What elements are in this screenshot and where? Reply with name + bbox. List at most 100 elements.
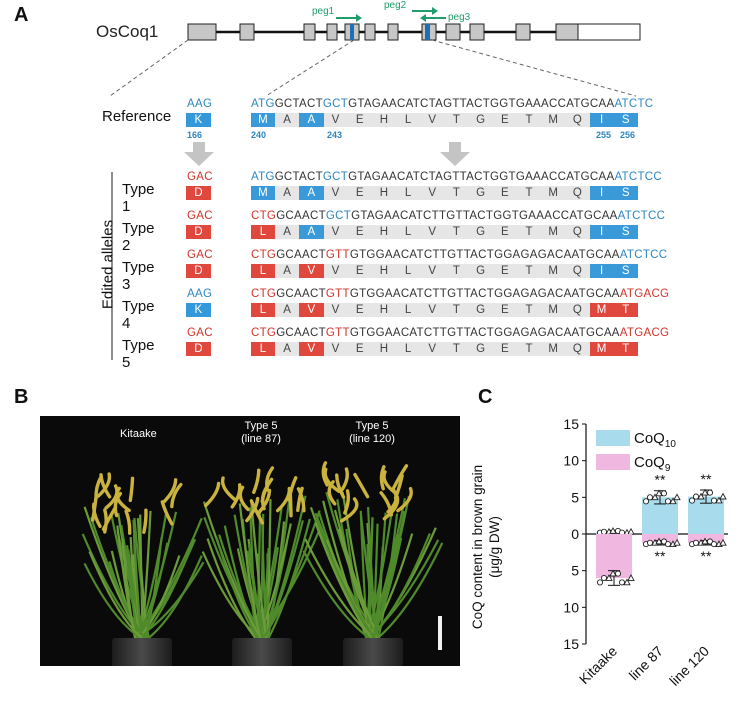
- data-point: [609, 526, 617, 534]
- left-codon: GAC: [187, 249, 213, 261]
- amino-acid-box: E: [492, 186, 518, 200]
- amino-acid-box: T: [517, 225, 542, 239]
- amino-acid-box: S: [613, 186, 638, 200]
- significance-stars: **: [701, 548, 712, 564]
- amino-acid-box: L: [396, 264, 421, 278]
- sequence-segment: GTGGAACATCTTGTTACTGGAGAGACAATGCAA: [349, 249, 620, 261]
- amino-acid-box: A: [275, 113, 300, 127]
- panicle: [115, 486, 131, 513]
- left-amino-acid: D: [186, 225, 211, 239]
- amino-acid-box: I: [589, 264, 614, 278]
- panicle: [90, 496, 98, 522]
- panicle: [335, 473, 346, 499]
- amino-acid-box: L: [251, 225, 276, 239]
- y-tick-label: 5: [571, 563, 579, 579]
- amino-acid-box: V: [420, 186, 445, 200]
- amino-acid-box: G: [468, 303, 493, 317]
- amino-acid-box: Q: [565, 186, 590, 200]
- allele-name: Type 4: [122, 298, 155, 332]
- dna-sequence: ATGGCTACTGCTGTAGAACATCTAGTTACTGGTGAAACCA…: [251, 171, 662, 183]
- data-point: [715, 496, 723, 504]
- rice-plant: [201, 466, 322, 639]
- down-arrow-left: [184, 142, 214, 166]
- y-tick-label: 15: [563, 636, 579, 652]
- leaf: [137, 511, 178, 639]
- amino-acid-box: V: [323, 303, 348, 317]
- scale-bar: [438, 616, 442, 650]
- legend-subscript: 10: [665, 439, 677, 450]
- amino-acid-box: T: [517, 113, 542, 127]
- left-amino-acid: D: [186, 186, 211, 200]
- data-point: [710, 497, 718, 504]
- y-tick-label: 10: [563, 599, 579, 615]
- sequence-segment: GTT: [325, 327, 350, 339]
- data-point: [692, 539, 700, 546]
- panicle: [113, 491, 123, 518]
- panicle: [321, 461, 329, 487]
- sequence-segment: GTAGAACATCTAGTTACTGGTGAAACCATGCAA: [348, 98, 615, 110]
- amino-acid-box: T: [444, 264, 469, 278]
- sequence-segment: ATG: [251, 171, 275, 183]
- data-point: [706, 489, 714, 496]
- amino-acid-box: T: [444, 113, 469, 127]
- leaf: [238, 503, 262, 639]
- panicle: [128, 476, 135, 503]
- leaf: [377, 542, 444, 639]
- y-axis-title-line1: CoQ content in brown grain: [470, 464, 485, 630]
- panel-a-label: A: [14, 4, 29, 26]
- panicle: [252, 468, 261, 494]
- sequence-segment: GCT: [322, 98, 349, 110]
- amino-acid-box: M: [251, 113, 276, 127]
- data-point: [688, 497, 696, 504]
- amino-acid-box: L: [396, 113, 421, 127]
- pot-kitaake: [112, 638, 172, 666]
- leaf: [368, 533, 414, 639]
- amino-acid-box: G: [468, 186, 493, 200]
- pot-line87: [232, 638, 292, 666]
- sequence-segment: ATCTC: [614, 98, 654, 110]
- amino-acid-box: T: [517, 342, 542, 356]
- amino-acid-box: L: [396, 186, 421, 200]
- left-amino-acid: D: [186, 342, 211, 356]
- allele-name: Type 5: [122, 337, 155, 371]
- x-tick-label: Kitaake: [576, 643, 620, 687]
- sequence-segment: GTAGAACATCTTGTTACTGGTGAAACCATGCAA: [351, 210, 618, 222]
- panicle: [265, 466, 275, 492]
- amino-acid-box: M: [251, 186, 276, 200]
- allele-name: Reference: [102, 108, 172, 125]
- panicle: [257, 488, 272, 515]
- amino-acid-box: V: [420, 342, 445, 356]
- panicle: [162, 478, 178, 504]
- sequence-segment: CTG: [251, 210, 277, 222]
- leaf: [140, 538, 196, 639]
- leaf: [262, 510, 321, 639]
- amino-acid-box: G: [468, 113, 493, 127]
- data-point: [627, 574, 635, 581]
- leaf: [333, 509, 381, 639]
- amino-acid-box: A: [299, 113, 324, 127]
- panicle: [204, 481, 221, 508]
- panicle: [296, 487, 306, 513]
- rice-plant: [302, 461, 444, 639]
- panicle: [392, 464, 409, 490]
- data-point: [664, 498, 672, 505]
- data-point: [697, 492, 705, 500]
- sequence-segment: GCAACT: [276, 288, 326, 300]
- peg2-label: peg2: [384, 0, 407, 11]
- amino-acid-box: Q: [565, 264, 590, 278]
- legend-swatch: [596, 430, 630, 446]
- legend-swatch: [596, 454, 630, 470]
- left-amino-acid: K: [186, 113, 211, 127]
- plant-label-line87-line: (line 87): [241, 433, 281, 445]
- amino-acid-box: L: [396, 225, 421, 239]
- amino-acid-box: E: [347, 113, 372, 127]
- amino-acid-box: M: [541, 225, 566, 239]
- panel-a-graphic: [109, 7, 641, 360]
- amino-acid-box: H: [371, 303, 397, 317]
- peg1-label: peg1: [312, 6, 335, 17]
- sequence-segment: GTGGAACATCTTGTTACTGGAGAGACAATGCAA: [349, 327, 620, 339]
- data-point: [673, 538, 681, 546]
- amino-acid-box: M: [589, 342, 614, 356]
